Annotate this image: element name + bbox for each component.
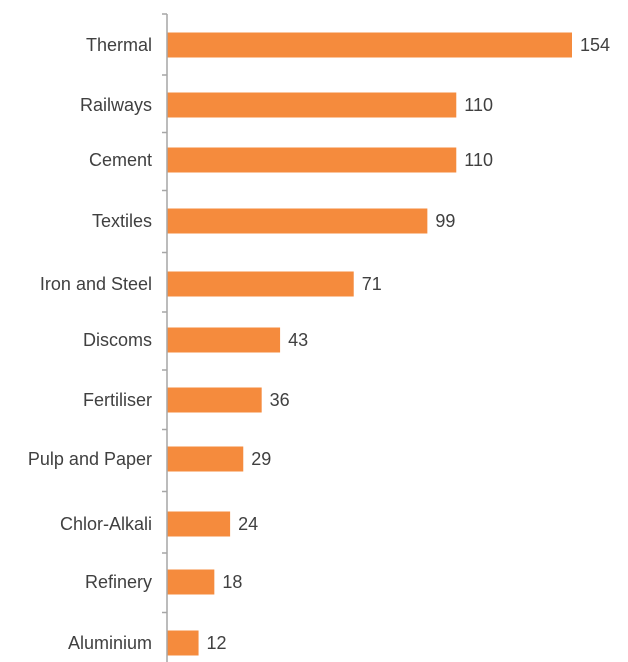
bar-thermal <box>167 32 572 58</box>
bar-cement <box>167 147 457 173</box>
bar-aluminium <box>167 630 199 656</box>
category-label-cement: Cement <box>89 150 152 170</box>
category-label-railways: Railways <box>80 95 152 115</box>
value-label-pulp-and-paper: 29 <box>251 449 271 469</box>
category-label-discoms: Discoms <box>83 330 152 350</box>
category-label-fertiliser: Fertiliser <box>83 390 152 410</box>
value-label-aluminium: 12 <box>207 633 227 653</box>
category-label-chlor-alkali: Chlor-Alkali <box>60 514 152 534</box>
value-label-textiles: 99 <box>435 211 455 231</box>
bar-railways <box>167 92 457 118</box>
bar-iron-and-steel <box>167 271 354 297</box>
category-label-pulp-and-paper: Pulp and Paper <box>28 449 152 469</box>
bar-fertiliser <box>167 387 262 413</box>
value-label-cement: 110 <box>464 150 493 170</box>
value-label-fertiliser: 36 <box>270 390 290 410</box>
value-label-thermal: 154 <box>580 35 610 55</box>
bars-layer <box>167 32 572 656</box>
labels-layer: Thermal 154 Railways 110 Cement 110 Textiles 99… <box>28 35 610 653</box>
category-label-iron-and-steel: Iron and Steel <box>40 274 152 294</box>
axis-ticks <box>162 13 167 614</box>
category-label-refinery: Refinery <box>85 572 152 592</box>
value-label-chlor-alkali: 24 <box>238 514 258 534</box>
bar-discoms <box>167 327 281 353</box>
value-label-discoms: 43 <box>288 330 308 350</box>
category-label-aluminium: Aluminium <box>68 633 152 653</box>
bar-pulp-and-paper <box>167 446 244 472</box>
bar-refinery <box>167 569 215 595</box>
bar-chlor-alkali <box>167 511 231 537</box>
bar-textiles <box>167 208 428 234</box>
category-label-textiles: Textiles <box>92 211 152 231</box>
value-label-railways: 110 <box>464 95 493 115</box>
category-label-thermal: Thermal <box>86 35 152 55</box>
value-label-refinery: 18 <box>222 572 242 592</box>
value-label-iron-and-steel: 71 <box>362 274 382 294</box>
